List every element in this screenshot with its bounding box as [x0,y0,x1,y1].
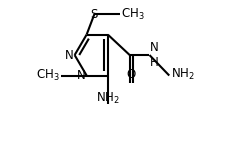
Text: N: N [77,69,86,82]
Text: H: H [150,56,159,69]
Text: NH$_2$: NH$_2$ [96,91,120,106]
Text: CH$_3$: CH$_3$ [121,6,145,22]
Text: CH$_3$: CH$_3$ [36,68,60,83]
Text: NH$_2$: NH$_2$ [171,67,194,82]
Text: O: O [127,68,136,81]
Text: N: N [150,41,159,54]
Text: N: N [65,49,74,61]
Text: S: S [91,8,98,21]
